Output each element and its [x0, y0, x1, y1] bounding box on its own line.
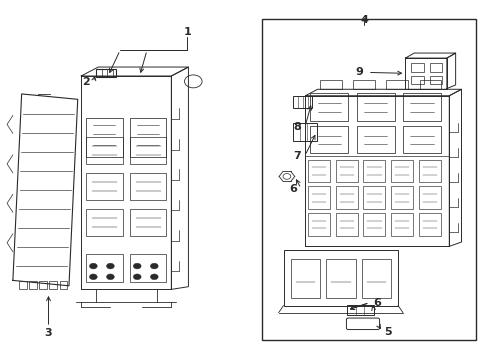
Bar [390, 213, 412, 235]
Bar [310, 126, 347, 153]
Bar [86, 118, 122, 157]
Bar [429, 63, 442, 72]
Text: 9: 9 [354, 67, 362, 77]
Bar [307, 186, 329, 209]
Bar [130, 138, 166, 164]
Bar [86, 173, 122, 200]
Bar [283, 250, 397, 306]
Bar [19, 282, 26, 289]
Bar [363, 213, 385, 235]
Bar [130, 118, 166, 157]
Bar [346, 305, 373, 315]
Text: 5: 5 [384, 327, 391, 337]
Bar [49, 282, 57, 289]
Bar [361, 259, 390, 298]
Bar [402, 126, 440, 153]
Bar [60, 282, 67, 289]
Text: 3: 3 [44, 328, 52, 338]
Bar [86, 253, 122, 282]
Bar [130, 209, 166, 236]
Bar [402, 94, 440, 121]
Bar [29, 282, 37, 289]
Circle shape [150, 263, 158, 269]
Bar [335, 159, 357, 182]
Bar [418, 159, 440, 182]
Bar [335, 213, 357, 235]
Bar [39, 282, 47, 289]
Bar [419, 80, 441, 89]
Bar [356, 126, 394, 153]
Circle shape [89, 263, 97, 269]
Bar [86, 138, 122, 164]
Circle shape [89, 274, 97, 280]
Text: 4: 4 [359, 15, 367, 26]
Bar [326, 259, 355, 298]
Bar [363, 159, 385, 182]
Text: 7: 7 [293, 150, 301, 161]
Bar [320, 80, 341, 89]
Bar [356, 94, 394, 121]
Bar [261, 19, 475, 339]
Circle shape [133, 274, 141, 280]
Text: 6: 6 [289, 184, 297, 194]
Bar [390, 186, 412, 209]
Circle shape [106, 263, 114, 269]
Bar [290, 259, 320, 298]
Text: 1: 1 [183, 27, 191, 37]
Circle shape [106, 274, 114, 280]
Text: 8: 8 [293, 122, 301, 132]
Circle shape [150, 274, 158, 280]
Bar [130, 173, 166, 200]
Text: 2: 2 [82, 77, 90, 87]
Bar [307, 213, 329, 235]
Bar [310, 94, 347, 121]
Bar [352, 80, 374, 89]
Circle shape [133, 263, 141, 269]
Bar [429, 76, 442, 84]
Bar [410, 76, 423, 84]
Bar [410, 63, 423, 72]
Bar [335, 186, 357, 209]
Bar [293, 96, 311, 108]
Bar [418, 186, 440, 209]
Bar [293, 123, 316, 140]
Bar [418, 213, 440, 235]
Bar [130, 253, 166, 282]
Bar [86, 209, 122, 236]
Bar [307, 159, 329, 182]
Bar [96, 69, 116, 77]
Bar [390, 159, 412, 182]
Text: 6: 6 [372, 298, 380, 308]
Bar [386, 80, 407, 89]
Bar [363, 186, 385, 209]
